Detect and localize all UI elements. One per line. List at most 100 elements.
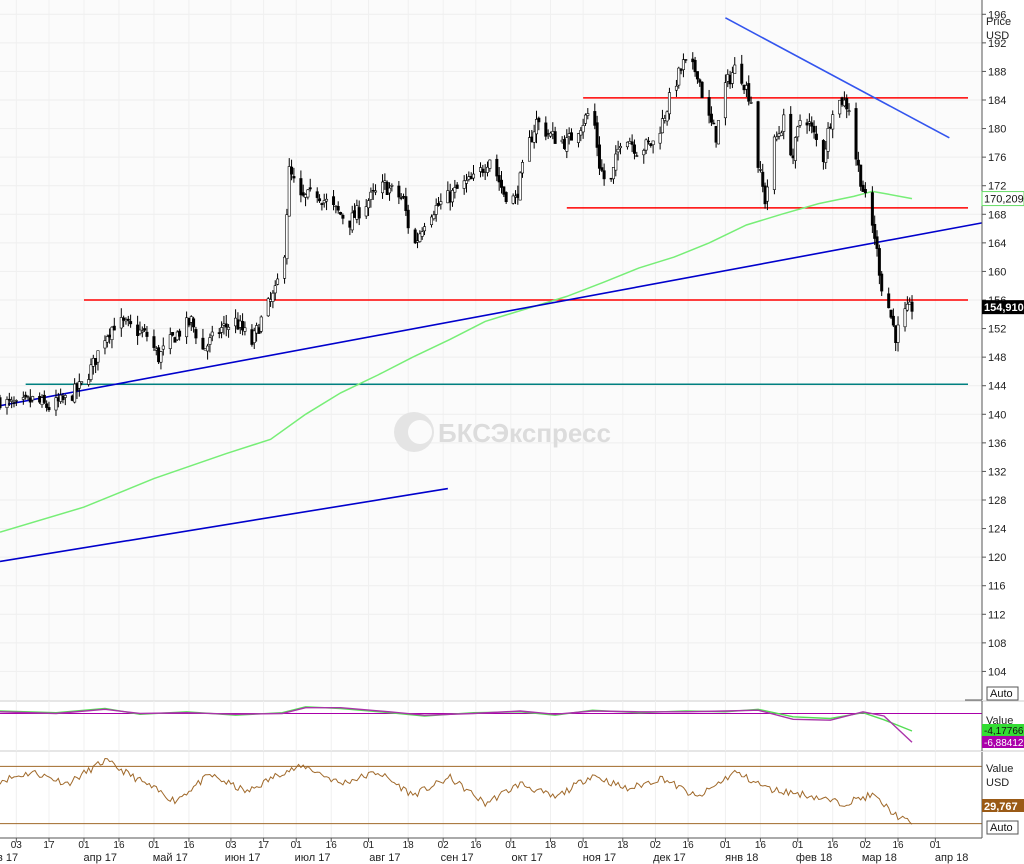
candle <box>698 78 702 87</box>
value-badge <box>982 799 1024 812</box>
candle <box>89 358 93 382</box>
candle <box>140 326 144 338</box>
price-tick-label: 128 <box>988 495 1006 507</box>
candle <box>292 167 296 183</box>
candle <box>339 211 343 216</box>
price-tick-label: 108 <box>988 638 1006 650</box>
candle <box>77 373 81 397</box>
candle <box>665 110 669 126</box>
candle <box>877 244 881 285</box>
candle <box>891 308 895 328</box>
candle <box>61 392 65 404</box>
candle <box>789 106 793 157</box>
price-tick-label: 152 <box>988 324 1006 336</box>
price-tick-label: 172 <box>988 181 1006 193</box>
candle <box>399 193 403 201</box>
candle <box>579 127 583 142</box>
candle <box>824 141 828 170</box>
candle <box>206 343 210 360</box>
month-label: мар 18 <box>862 852 897 864</box>
candle <box>96 350 100 371</box>
candle <box>782 108 786 140</box>
candle <box>747 75 751 106</box>
candle <box>341 213 345 225</box>
price-axis-unit: USD <box>986 30 1009 42</box>
candle <box>224 314 228 337</box>
time-tick-label: 02 <box>650 840 662 851</box>
candle <box>110 326 114 349</box>
price-auto-button[interactable] <box>986 686 1019 701</box>
candle <box>537 116 541 131</box>
time-tick-label: 16 <box>113 840 125 851</box>
watermark-logo-inner <box>408 420 432 444</box>
candle <box>210 325 214 342</box>
candle <box>31 395 35 403</box>
price-tick-label: 112 <box>988 609 1006 621</box>
month-label: окт 17 <box>511 852 542 864</box>
candle <box>301 184 305 198</box>
candle <box>660 109 664 134</box>
candle <box>112 317 116 331</box>
time-tick-label: 18 <box>545 840 557 851</box>
time-ticks: 03 17 01 16 01 16 03 17 01 16 01 18 02 16 01 18 01 18 02 16… <box>11 838 941 851</box>
candle <box>308 178 312 192</box>
candle <box>707 89 711 124</box>
candle <box>364 199 368 219</box>
candle <box>367 198 371 216</box>
price-tick-label: 176 <box>988 152 1006 164</box>
time-tick-label: 01 <box>720 840 732 851</box>
candle <box>325 193 329 211</box>
oscillator-grid <box>15 701 936 751</box>
candle <box>406 204 410 234</box>
candle <box>306 189 310 200</box>
time-tick-label: 02 <box>438 840 450 851</box>
price-tick-label: 196 <box>988 9 1006 21</box>
oscillator-purple-badge <box>982 736 1024 748</box>
price-axis-title: Price <box>986 16 1011 28</box>
candle <box>553 126 557 144</box>
candle <box>495 154 499 182</box>
value-title: Value <box>986 763 1013 775</box>
month-label: июн 17 <box>225 852 261 864</box>
price-plot-area <box>0 0 982 700</box>
candle <box>565 129 569 159</box>
candle <box>614 145 618 177</box>
candle <box>451 188 455 207</box>
price-tick-label: 144 <box>988 381 1006 393</box>
value-auto-button[interactable] <box>986 820 1019 835</box>
candle <box>63 394 67 406</box>
price-candles <box>0 52 914 416</box>
candle <box>581 118 585 139</box>
candle <box>593 103 597 130</box>
watermark-text: БКСЭкспресс <box>438 418 611 448</box>
candle <box>859 164 863 191</box>
candle <box>0 394 2 410</box>
candle <box>122 315 126 328</box>
candle <box>674 79 678 97</box>
candle <box>814 125 818 147</box>
candle <box>54 389 58 416</box>
price-tick-label: 140 <box>988 409 1006 421</box>
candle <box>119 308 123 337</box>
candle <box>873 215 877 246</box>
candle <box>241 313 245 336</box>
candle <box>227 324 231 338</box>
candle <box>357 200 361 226</box>
candle <box>152 329 156 351</box>
month-label: апр 18 <box>935 852 968 864</box>
candle <box>390 183 394 192</box>
trend-line <box>0 222 983 407</box>
candle <box>880 271 884 296</box>
trend-line <box>725 17 950 139</box>
candle <box>220 321 224 339</box>
candle <box>775 131 779 142</box>
price-tick-label: 136 <box>988 438 1006 450</box>
candle <box>315 187 319 203</box>
candle <box>903 301 907 332</box>
candle <box>544 116 548 141</box>
candle <box>761 163 765 193</box>
candle <box>126 315 130 327</box>
candle <box>810 116 814 134</box>
candle <box>504 191 508 204</box>
